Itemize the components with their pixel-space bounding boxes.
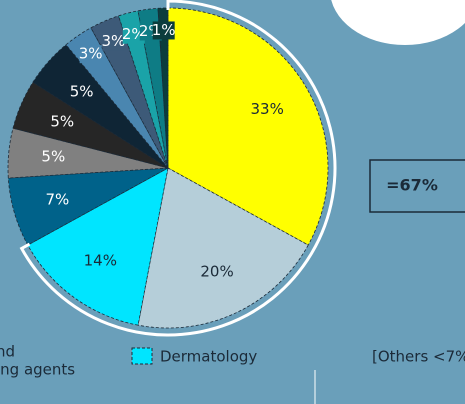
pie-slice xyxy=(167,7,329,246)
decor-shape xyxy=(331,0,465,45)
pie-slice xyxy=(32,44,169,169)
value-label: 5% xyxy=(41,148,65,166)
pie-slice xyxy=(7,127,169,179)
value-label: 5% xyxy=(50,113,74,131)
total-box xyxy=(369,159,465,213)
value-label: 5% xyxy=(70,82,94,100)
pie-slice xyxy=(137,167,309,329)
legend-partial: ing agents xyxy=(0,361,75,379)
pie-slice xyxy=(137,7,169,169)
group-outline xyxy=(19,0,337,337)
label-bg xyxy=(79,45,102,64)
legend-partial: nd xyxy=(0,343,15,361)
value-label: 14% xyxy=(84,252,117,270)
value-label: 20% xyxy=(200,263,233,281)
value-label: 33% xyxy=(250,100,283,118)
label-bg xyxy=(122,25,145,44)
value-label: 3% xyxy=(101,32,125,50)
value-label: 3% xyxy=(79,45,103,63)
others-note: [Others <7%] xyxy=(372,348,465,366)
pie-slice xyxy=(90,15,169,169)
pie-slice xyxy=(118,10,169,169)
label-bg xyxy=(152,21,175,40)
value-label: 7% xyxy=(45,191,69,209)
label-bg xyxy=(102,32,125,51)
value-label: 2% xyxy=(122,25,146,43)
group-total: =67% xyxy=(386,176,438,195)
legend-swatch xyxy=(131,347,153,365)
value-label: 1% xyxy=(152,21,176,39)
legend-label: Dermatology xyxy=(160,348,257,366)
pie-slice xyxy=(27,167,169,326)
pie-slice xyxy=(12,81,169,169)
